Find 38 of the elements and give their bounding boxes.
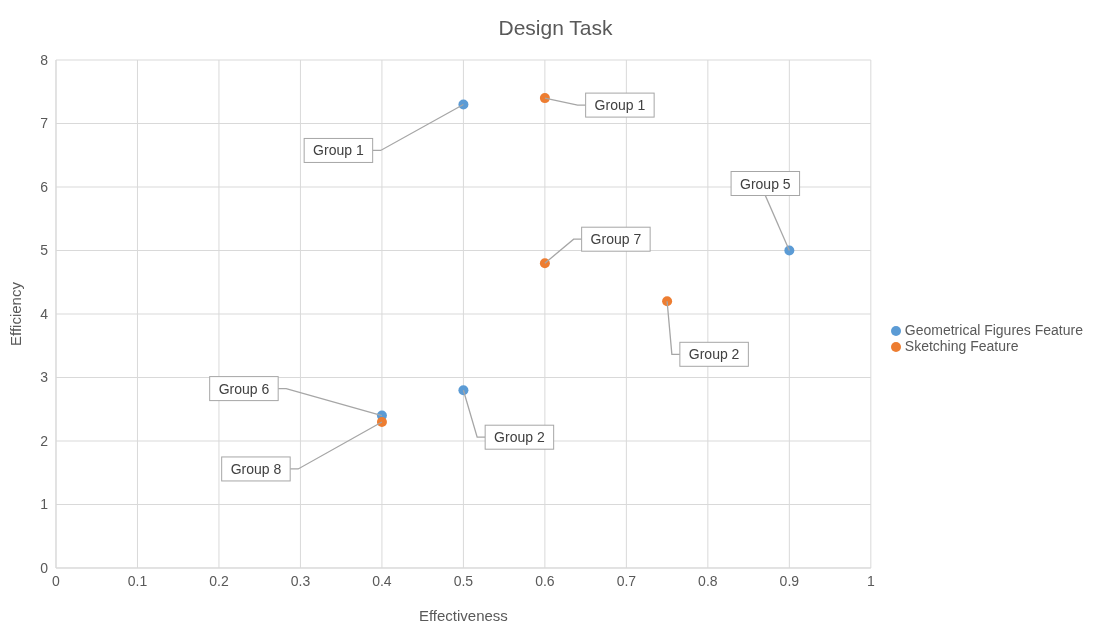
x-tick-label: 0.3 <box>290 572 311 589</box>
y-tick-label: 8 <box>40 51 49 68</box>
point <box>376 416 387 427</box>
x-axis-title: Effectiveness <box>418 606 508 624</box>
annotation: Group 6 <box>218 380 270 397</box>
annotation: Group 1 <box>313 142 364 159</box>
y-tick-label: 6 <box>40 178 49 195</box>
annotation: Group 5 <box>740 175 791 192</box>
x-tick-label: 0.8 <box>698 572 718 589</box>
annotation: Group 1 <box>594 97 646 114</box>
legend-label: Geometrical Figures Feature <box>904 322 1083 338</box>
x-tick-label: 0.7 <box>616 572 637 589</box>
point <box>539 93 550 104</box>
x-tick-label: 0.1 <box>127 572 148 589</box>
chart-title: Design Task <box>497 15 614 41</box>
x-tick-label: 0.6 <box>535 572 555 589</box>
x-tick-label: 0.9 <box>779 572 800 589</box>
y-tick-label: 7 <box>40 115 49 132</box>
y-tick-label: 3 <box>40 369 49 386</box>
point <box>662 296 673 307</box>
x-tick-label: 0.4 <box>372 572 392 589</box>
annotation: Group 2 <box>688 346 740 363</box>
point <box>539 258 550 269</box>
y-tick-label: 2 <box>40 432 49 449</box>
annotation: Group 2 <box>494 429 545 446</box>
legend-label: Sketching Feature <box>904 338 1019 354</box>
annotation: Group 7 <box>590 231 642 248</box>
y-tick-label: 1 <box>40 496 49 513</box>
y-tick-label: 0 <box>40 559 49 576</box>
annotation: Group 8 <box>230 460 282 477</box>
y-tick-label: 4 <box>40 305 49 322</box>
x-tick-label: 1 <box>866 572 875 589</box>
y-tick-label: 5 <box>40 242 49 259</box>
x-tick-label: 0.2 <box>209 572 229 589</box>
y-axis-title: Efficiency <box>7 281 25 346</box>
x-tick-label: 0 <box>52 572 61 589</box>
x-tick-label: 0.5 <box>453 572 474 589</box>
point <box>458 385 469 396</box>
